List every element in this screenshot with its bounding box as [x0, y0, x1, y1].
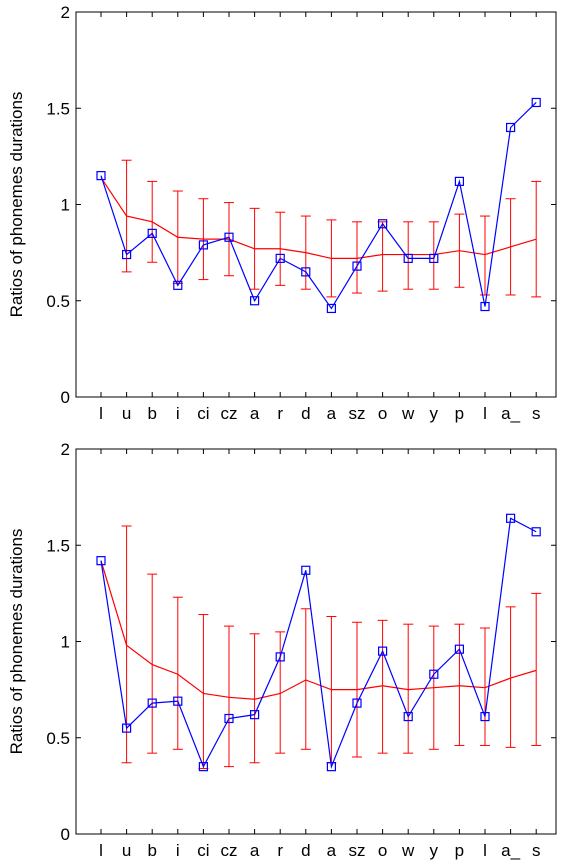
x-tick-label: sz	[349, 841, 366, 860]
y-tick-label: 0	[61, 388, 70, 407]
data-point-marker	[403, 253, 413, 263]
data-point-marker	[480, 711, 490, 722]
y-tick-label: 0.5	[46, 729, 70, 748]
data-point-marker	[275, 652, 285, 662]
x-tick-label: u	[122, 841, 131, 860]
data-point-marker	[326, 303, 336, 314]
data-point-marker	[147, 228, 157, 238]
x-tick-label: r	[277, 404, 283, 423]
data-point-marker	[378, 646, 388, 656]
data-point-marker	[429, 669, 439, 679]
y-tick-label: 0	[61, 825, 70, 844]
y-tick-label: 1	[61, 196, 70, 215]
x-tick-label: l	[99, 404, 103, 423]
data-point-marker	[531, 527, 541, 537]
mean-series-line	[100, 560, 537, 700]
data-point-marker	[173, 696, 183, 706]
data-point-marker	[121, 723, 132, 733]
x-tick-label: w	[401, 404, 415, 423]
x-tick-label: sz	[349, 404, 366, 423]
data-point-marker	[378, 219, 388, 229]
y-axis-label: Ratios of phonemes durations	[7, 529, 26, 755]
data-point-marker	[147, 698, 157, 708]
y-tick-label: 2	[61, 3, 70, 22]
x-tick-label: a	[327, 841, 337, 860]
x-tick-label: a	[327, 404, 337, 423]
x-tick-label: y	[430, 404, 439, 423]
data-point-marker	[403, 711, 413, 722]
x-tick-label: a_	[501, 404, 520, 423]
observed-series-line	[100, 102, 537, 310]
x-tick-label: i	[176, 404, 180, 423]
data-point-marker	[506, 513, 516, 523]
data-point-marker	[506, 122, 516, 133]
observed-series-line	[100, 517, 537, 769]
data-point-marker	[198, 762, 208, 772]
x-tick-label: a	[250, 841, 260, 860]
x-tick-label: d	[301, 404, 310, 423]
y-tick-label: 1.5	[46, 99, 70, 118]
x-tick-label: ci	[197, 404, 209, 423]
plot-frame	[75, 11, 557, 398]
x-tick-label: y	[430, 841, 439, 860]
x-tick-label: r	[277, 841, 283, 860]
mean-series-line	[100, 177, 537, 259]
y-tick-label: 1.5	[46, 536, 70, 555]
x-tick-label: o	[378, 841, 387, 860]
y-tick-label: 1	[61, 633, 70, 652]
x-tick-label: cz	[221, 841, 238, 860]
data-point-marker	[301, 267, 311, 277]
x-tick-label: l	[483, 404, 487, 423]
x-tick-label: b	[147, 841, 156, 860]
data-point-marker	[224, 713, 234, 724]
x-tick-label: a	[250, 404, 260, 423]
data-point-marker	[224, 232, 234, 242]
x-tick-label: a_	[501, 841, 520, 860]
x-tick-label: p	[455, 404, 464, 423]
y-tick-label: 0.5	[46, 292, 70, 311]
y-axis-label: Ratios of phonemes durations	[7, 92, 26, 318]
data-point-marker	[96, 556, 106, 566]
x-tick-label: d	[301, 841, 310, 860]
data-point-marker	[352, 698, 362, 708]
data-point-marker	[96, 171, 106, 181]
x-tick-label: s	[532, 404, 541, 423]
data-point-marker	[250, 710, 260, 720]
data-point-marker	[121, 249, 132, 260]
x-tick-label: s	[532, 841, 541, 860]
x-tick-label: l	[483, 841, 487, 860]
y-tick-label: 2	[61, 440, 70, 459]
data-point-marker	[275, 253, 285, 263]
data-point-marker	[454, 176, 464, 186]
data-point-marker	[480, 301, 490, 312]
data-point-marker	[531, 97, 541, 108]
x-tick-label: b	[147, 404, 156, 423]
data-point-marker	[301, 565, 311, 575]
x-tick-label: l	[99, 841, 103, 860]
data-point-marker	[326, 762, 336, 772]
plot-frame	[75, 448, 557, 835]
data-point-marker	[429, 253, 439, 263]
x-tick-label: u	[122, 404, 131, 423]
x-tick-label: w	[401, 841, 415, 860]
data-point-marker	[454, 644, 464, 654]
x-tick-label: p	[455, 841, 464, 860]
data-point-marker	[198, 240, 208, 250]
x-tick-label: ci	[197, 841, 209, 860]
x-tick-label: i	[176, 841, 180, 860]
data-point-marker	[250, 296, 260, 306]
x-tick-label: cz	[221, 404, 238, 423]
data-point-marker	[352, 261, 362, 271]
data-point-marker	[173, 280, 183, 290]
x-tick-label: o	[378, 404, 387, 423]
